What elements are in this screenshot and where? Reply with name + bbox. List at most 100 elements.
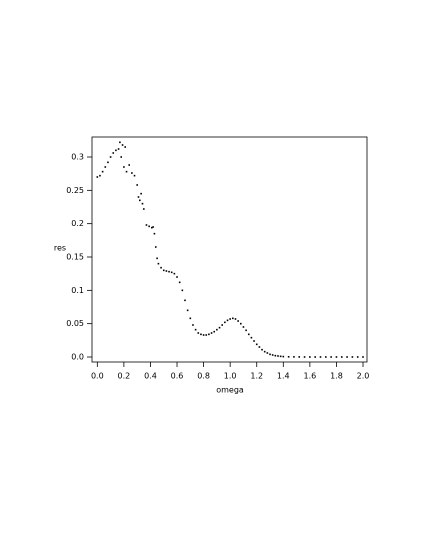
y-tick-label: 0.0 bbox=[71, 353, 84, 362]
point bbox=[153, 232, 156, 235]
point bbox=[143, 208, 145, 210]
point bbox=[124, 146, 127, 148]
point bbox=[178, 281, 181, 284]
point bbox=[234, 318, 237, 320]
point bbox=[200, 333, 202, 336]
point bbox=[162, 269, 165, 272]
point bbox=[340, 356, 343, 358]
point bbox=[351, 356, 354, 358]
point bbox=[121, 144, 124, 146]
point bbox=[309, 356, 311, 358]
point bbox=[131, 172, 133, 174]
point bbox=[250, 336, 253, 339]
point bbox=[258, 346, 261, 348]
point bbox=[218, 326, 221, 329]
y-tick-label: 0.3 bbox=[71, 153, 84, 162]
y-axis-label: res bbox=[54, 244, 66, 253]
point bbox=[145, 224, 148, 226]
point bbox=[226, 319, 229, 322]
point bbox=[213, 330, 216, 333]
point bbox=[242, 326, 245, 328]
point bbox=[141, 202, 144, 205]
point bbox=[216, 328, 218, 331]
x-tick-label: 1.6 bbox=[304, 372, 317, 381]
point bbox=[139, 199, 141, 202]
point bbox=[314, 356, 316, 358]
point bbox=[346, 356, 348, 358]
point bbox=[157, 262, 160, 265]
point bbox=[356, 356, 359, 358]
point bbox=[148, 225, 150, 228]
point bbox=[96, 176, 99, 178]
point bbox=[115, 149, 117, 152]
point bbox=[319, 356, 322, 358]
point bbox=[107, 161, 109, 164]
point bbox=[152, 226, 154, 228]
point bbox=[277, 355, 279, 357]
point bbox=[154, 246, 157, 248]
point bbox=[269, 353, 271, 356]
x-tick-label: 1.8 bbox=[330, 372, 343, 381]
point bbox=[137, 196, 140, 198]
point bbox=[173, 272, 176, 275]
x-axis-label: omega bbox=[216, 386, 244, 395]
point bbox=[224, 321, 226, 324]
x-tick-label: 0.4 bbox=[144, 372, 157, 381]
point bbox=[170, 271, 173, 274]
point bbox=[197, 332, 200, 334]
point bbox=[287, 356, 290, 358]
y-tick-label: 0.15 bbox=[66, 253, 84, 262]
point bbox=[112, 152, 115, 154]
point bbox=[133, 174, 136, 177]
point bbox=[128, 164, 130, 166]
point bbox=[165, 270, 168, 272]
x-tick-label: 0.8 bbox=[197, 372, 210, 381]
point bbox=[176, 276, 178, 278]
point bbox=[109, 156, 112, 158]
point bbox=[232, 317, 234, 320]
point bbox=[253, 340, 255, 342]
point bbox=[335, 356, 338, 358]
point bbox=[245, 329, 247, 332]
x-tick-label: 1.2 bbox=[250, 372, 263, 381]
point bbox=[282, 355, 285, 358]
point bbox=[279, 355, 282, 358]
y-tick-label: 0.1 bbox=[71, 286, 84, 295]
point bbox=[119, 141, 121, 144]
point bbox=[303, 356, 306, 358]
point bbox=[184, 299, 186, 302]
point bbox=[362, 356, 364, 358]
point bbox=[205, 334, 208, 336]
y-tick-label: 0.2 bbox=[71, 219, 84, 228]
point bbox=[194, 328, 197, 331]
point bbox=[150, 226, 153, 229]
point bbox=[160, 266, 162, 269]
point bbox=[255, 343, 258, 346]
point bbox=[192, 324, 194, 326]
point bbox=[120, 156, 123, 158]
point bbox=[229, 318, 231, 320]
x-tick-label: 2.0 bbox=[357, 372, 370, 381]
point bbox=[101, 170, 104, 173]
point bbox=[117, 148, 120, 150]
point bbox=[208, 333, 210, 336]
point bbox=[221, 324, 223, 326]
point bbox=[156, 257, 158, 260]
plot-frame bbox=[91, 136, 368, 363]
point bbox=[263, 350, 266, 353]
point bbox=[125, 170, 128, 173]
x-tick-label: 0.0 bbox=[91, 372, 104, 381]
point bbox=[99, 174, 101, 177]
point bbox=[293, 356, 295, 358]
point bbox=[274, 354, 277, 357]
point bbox=[237, 320, 239, 322]
point bbox=[202, 334, 205, 336]
point bbox=[261, 348, 263, 351]
point bbox=[140, 192, 142, 195]
point bbox=[330, 356, 332, 358]
x-tick-label: 0.6 bbox=[171, 372, 184, 381]
point bbox=[189, 317, 192, 320]
x-tick-label: 1.4 bbox=[277, 372, 290, 381]
point bbox=[298, 356, 301, 358]
